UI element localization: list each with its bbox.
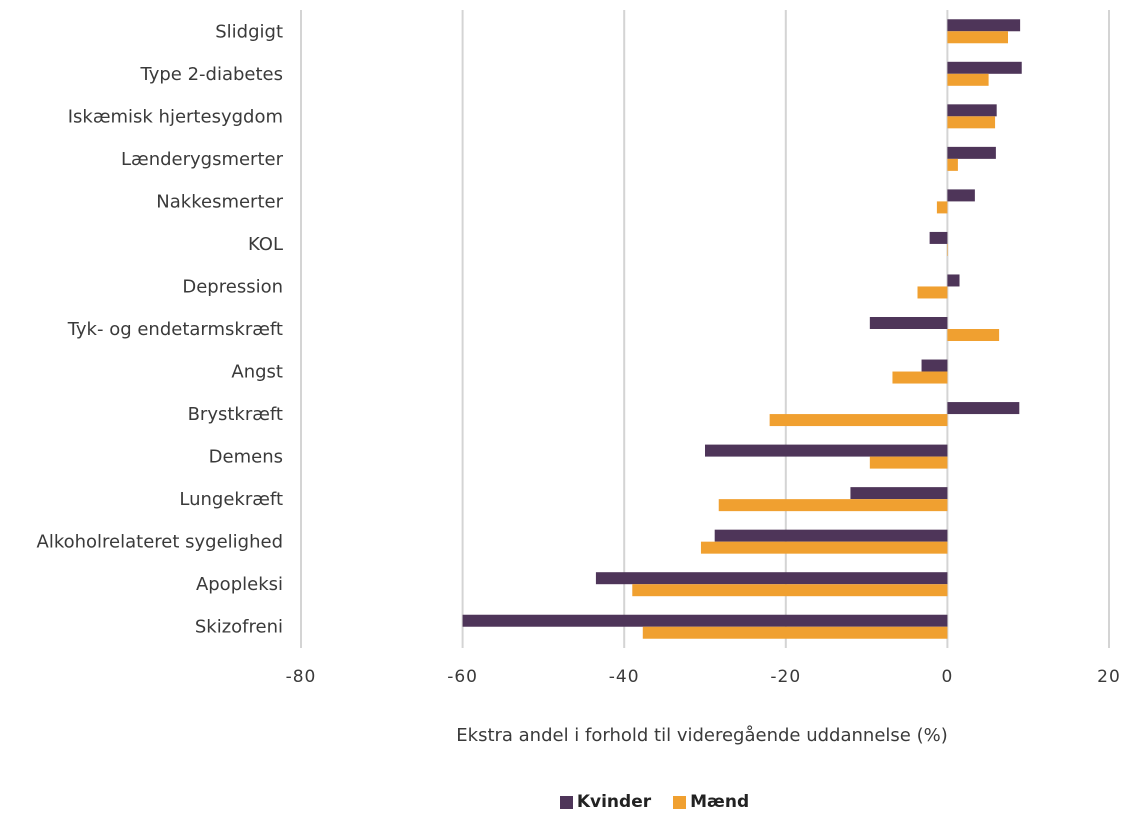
x-tick-label: 20 (1097, 667, 1121, 687)
legend: Kvinder Mænd (92, 792, 1125, 812)
category-label: Demens (209, 447, 283, 468)
bar-kvinder (929, 231, 948, 244)
bar-kvinder (947, 104, 997, 117)
bar-kvinder (947, 189, 975, 202)
bar-maend (869, 456, 948, 469)
x-tick-label: -60 (447, 667, 478, 687)
bar-maend (642, 626, 948, 639)
bar-maend (892, 371, 948, 384)
bar-maend (947, 329, 1000, 341)
bars (462, 19, 1022, 639)
bar-kvinder (921, 359, 948, 372)
x-tick-label: 0 (941, 667, 953, 687)
category-label: Alkoholrelateret sygelighed (37, 532, 284, 553)
x-axis-title: Ekstra andel i forhold til videregående … (456, 725, 947, 746)
legend-item-maend: Mænd (673, 792, 749, 812)
bar-maend (700, 541, 948, 554)
bar-kvinder (462, 614, 948, 627)
bar-kvinder (595, 572, 948, 585)
category-label: Type 2-diabetes (140, 64, 283, 85)
category-label: Apopleksi (196, 574, 283, 595)
bar-maend (936, 201, 948, 214)
bar-maend (917, 286, 948, 299)
category-label: Nakkesmerter (156, 191, 283, 212)
category-label: Brystkræft (188, 404, 283, 425)
bar-kvinder (947, 274, 960, 287)
category-label: Iskæmisk hjertesygdom (68, 106, 283, 127)
bar-maend (947, 31, 1008, 44)
bar-kvinder (714, 529, 948, 542)
bar-kvinder (869, 317, 948, 329)
category-label: Lungekræft (179, 489, 283, 510)
x-tick-label: -20 (770, 667, 801, 687)
bar-maend (632, 584, 948, 597)
bar-kvinder (705, 444, 948, 457)
x-tick-label: -80 (286, 667, 317, 687)
category-label: Lænderygsmerter (121, 149, 284, 170)
bar-kvinder (947, 402, 1020, 415)
legend-swatch-maend (673, 795, 687, 809)
category-labels: Slidgigt Type 2-diabetes Iskæmisk hjertesy… (37, 21, 284, 637)
bar-maend (947, 243, 948, 256)
bar-kvinder (850, 487, 948, 500)
bar-kvinder (947, 19, 1021, 32)
legend-label-maend: Mænd (690, 792, 750, 812)
legend-item-kvinder: Kvinder (559, 792, 652, 812)
bar-maend (947, 116, 996, 129)
category-label: Tyk- og endetarmskræft (67, 319, 283, 340)
category-label: Slidgigt (215, 21, 283, 42)
category-label: Skizofreni (195, 617, 283, 638)
bar-maend (718, 499, 948, 512)
x-tick-label: -40 (609, 667, 640, 687)
category-label: KOL (248, 234, 283, 255)
legend-swatch-kvinder (559, 795, 573, 809)
bar-maend (769, 414, 948, 427)
bar-kvinder (947, 61, 1022, 74)
category-label: Depression (182, 276, 283, 297)
x-tick-labels: -80 -60 -40 -20 0 20 (286, 667, 1121, 687)
bar-maend (947, 73, 989, 86)
bar-kvinder (947, 146, 996, 159)
bar-maend (947, 158, 958, 171)
legend-label-kvinder: Kvinder (576, 792, 652, 812)
category-label: Angst (231, 362, 283, 383)
